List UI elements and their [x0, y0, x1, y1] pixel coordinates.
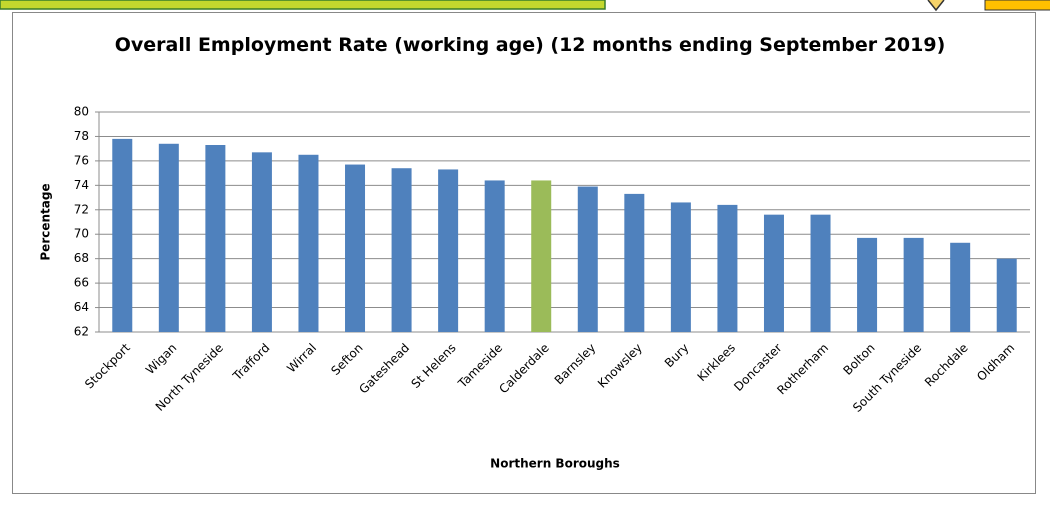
bar	[577, 186, 598, 332]
bar	[763, 214, 784, 332]
chart-title: Overall Employment Rate (working age) (1…	[114, 34, 946, 56]
y-tick-label: 64	[74, 300, 89, 314]
y-tick-label: 72	[74, 202, 89, 216]
bar	[205, 145, 226, 332]
bar	[112, 138, 133, 332]
y-tick-label: 78	[74, 129, 89, 143]
y-tick-label: 80	[74, 105, 89, 119]
y-tick-label: 70	[74, 227, 89, 241]
y-tick-label: 76	[74, 153, 89, 167]
x-axis-label: Northern Boroughs	[490, 457, 620, 471]
top-box	[984, 0, 1050, 11]
bar	[484, 180, 505, 332]
bar	[670, 202, 691, 332]
icon	[927, 0, 945, 12]
bar	[903, 237, 924, 332]
bar	[810, 214, 831, 332]
y-tick-label: 66	[74, 276, 89, 290]
bar	[391, 168, 412, 332]
top-bar	[0, 0, 606, 10]
bar	[158, 143, 179, 332]
bar	[996, 258, 1017, 332]
y-tick-label: 74	[74, 178, 89, 192]
bar	[624, 193, 645, 332]
bar	[438, 169, 459, 332]
bar	[717, 204, 738, 332]
y-tick-label: 62	[74, 325, 89, 339]
y-tick-label: 68	[74, 251, 89, 265]
y-axis-label: Percentage	[39, 183, 53, 260]
bar	[857, 237, 878, 332]
bar	[531, 180, 552, 332]
bar	[950, 242, 971, 332]
bar	[251, 152, 272, 332]
title-box: Overall Employment Rate (working age) (1…	[114, 34, 946, 56]
bar	[298, 154, 319, 332]
bar	[345, 164, 366, 332]
